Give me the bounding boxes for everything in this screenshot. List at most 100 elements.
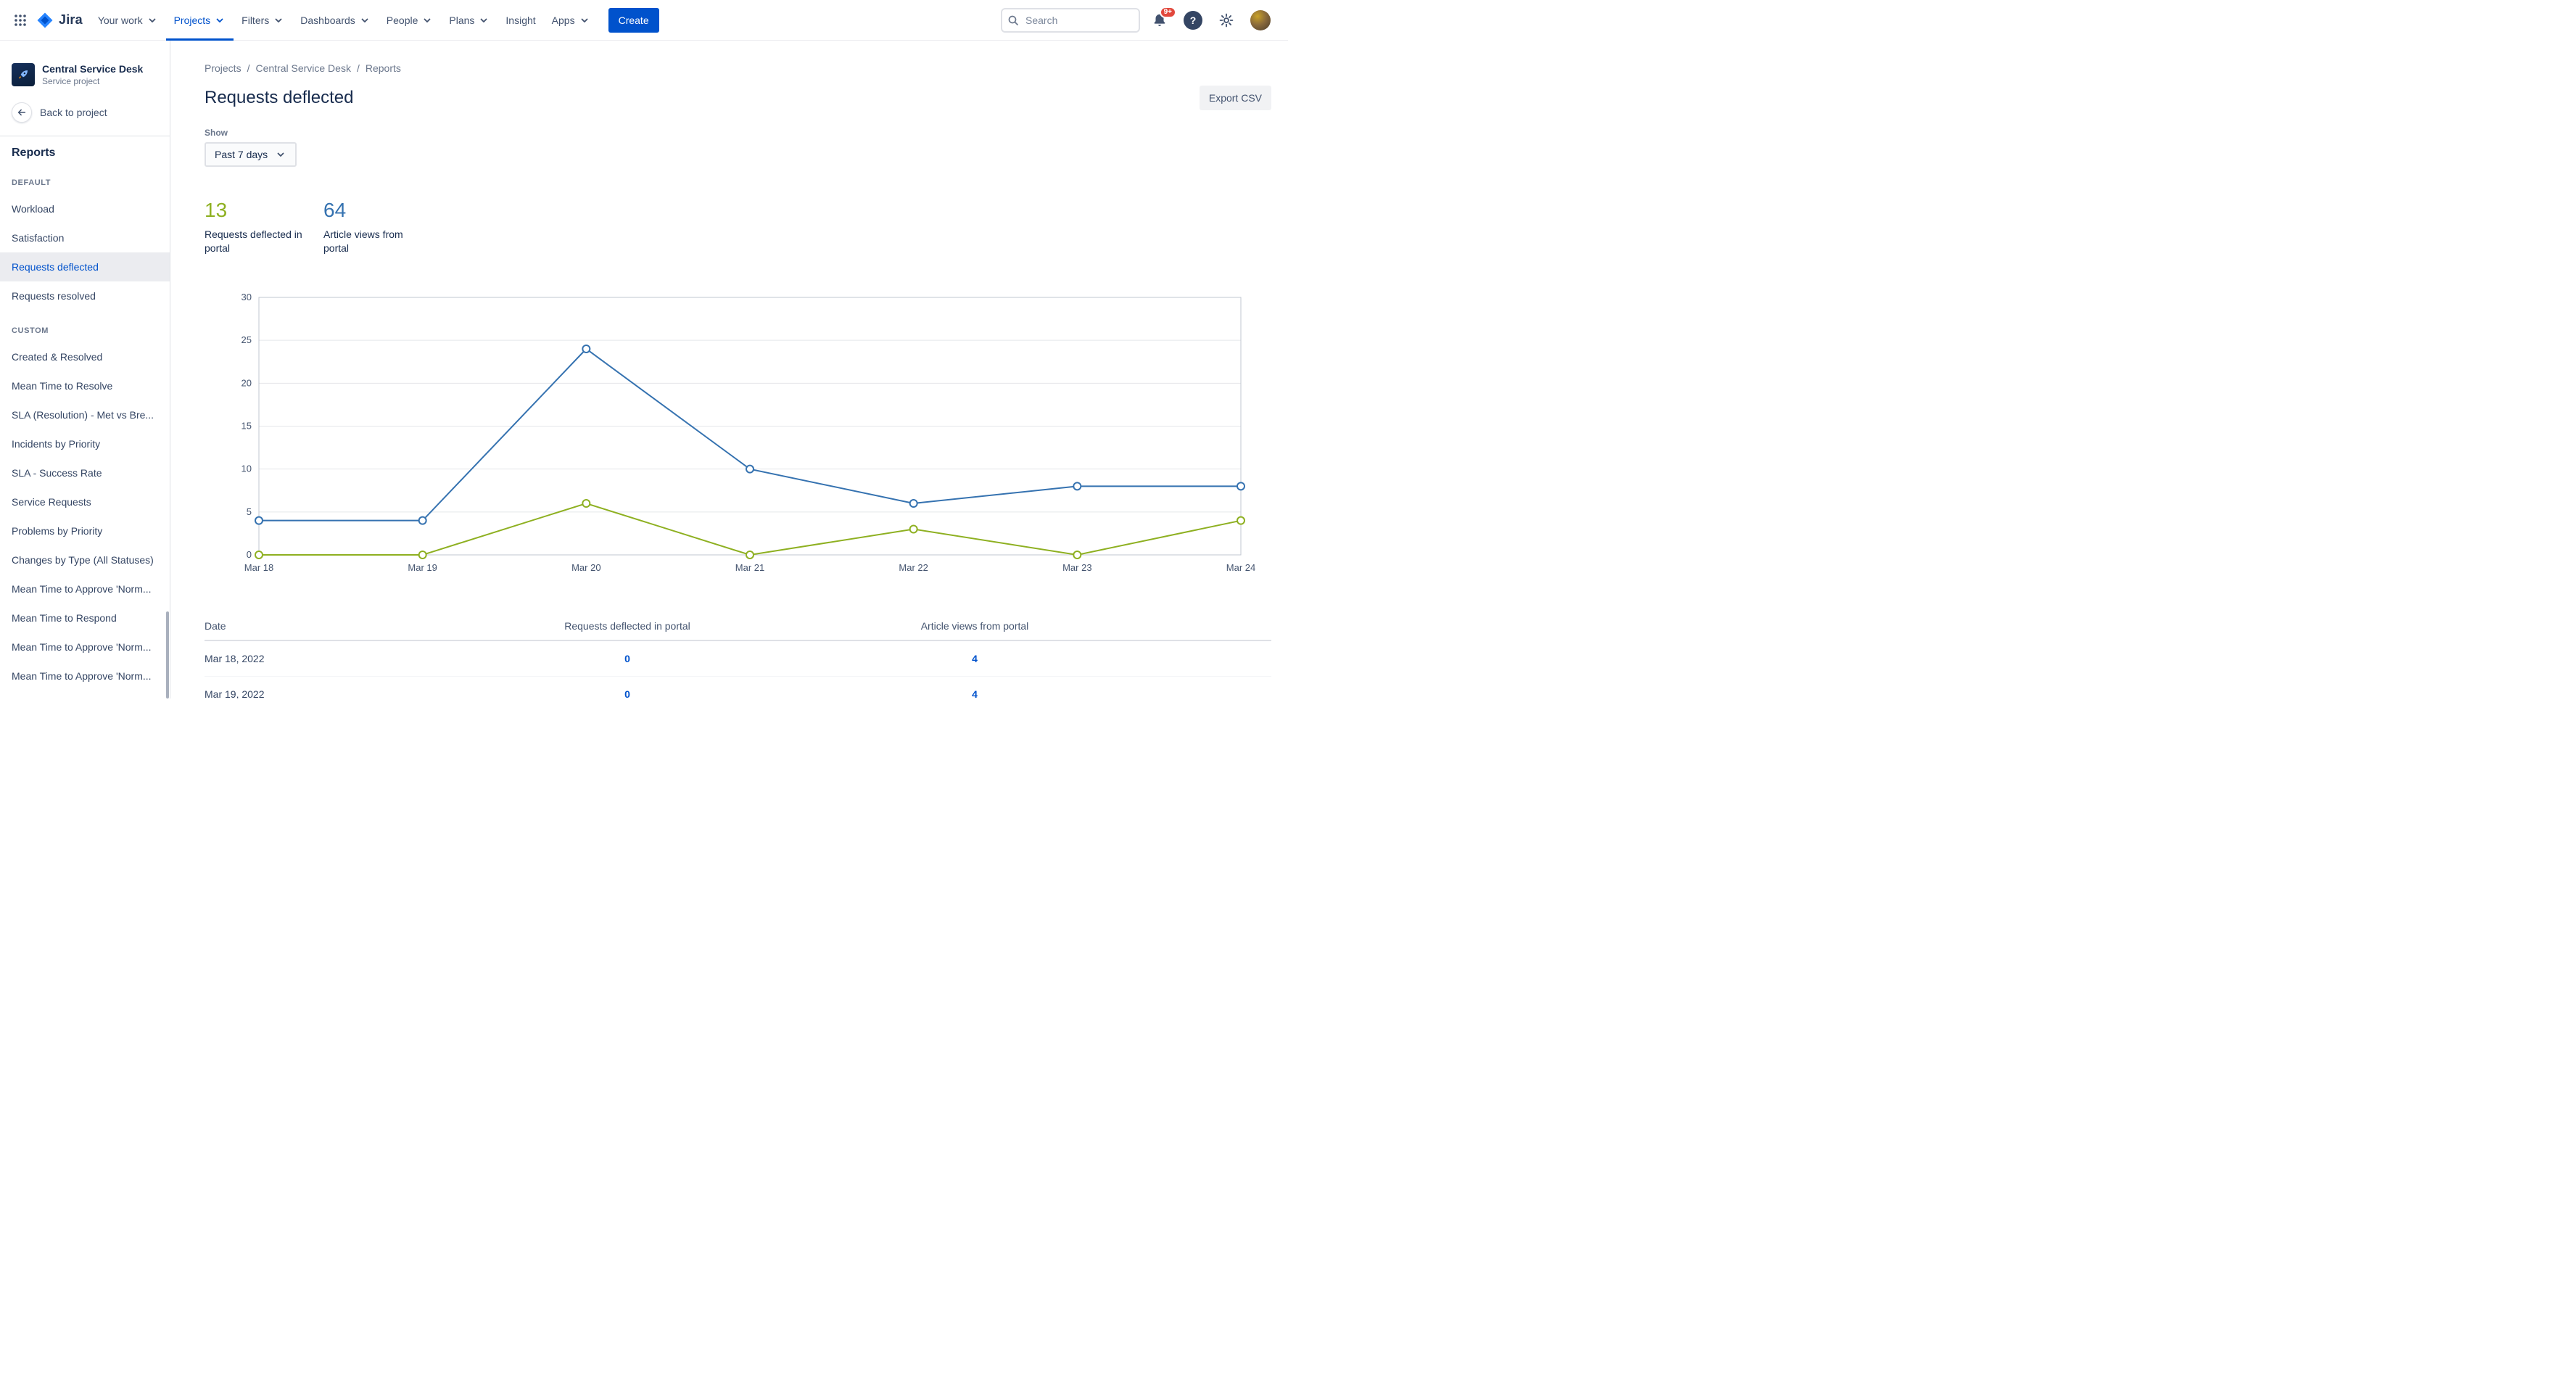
- nav-item-people[interactable]: People: [379, 0, 442, 41]
- notifications-button[interactable]: 9+: [1147, 6, 1176, 33]
- jira-logo[interactable]: Jira: [32, 12, 90, 29]
- sidebar-item-service-requests[interactable]: Service Requests: [12, 496, 91, 508]
- sidebar-item-mean-time-to-approve-norm[interactable]: Mean Time to Approve 'Norm...: [12, 670, 152, 682]
- chart-point-article-views-from-portal: [582, 345, 591, 353]
- chart-point-article-views-from-portal: [746, 464, 754, 474]
- chart-point-requests-deflected-in-portal: [255, 551, 263, 559]
- chevron-down-icon: [149, 18, 155, 22]
- table-cell-date: Mar 19, 2022: [205, 688, 265, 698]
- gear-icon: [1219, 13, 1234, 27]
- chevron-down-icon: [277, 152, 284, 157]
- chevron-down-icon: [216, 18, 223, 22]
- table-cell-value: 0: [454, 653, 801, 664]
- breadcrumb-link-reports[interactable]: Reports: [365, 62, 401, 74]
- sidebar-item-workload[interactable]: Workload: [12, 203, 54, 215]
- table-value-link[interactable]: 0: [624, 688, 630, 698]
- primary-nav: Your work Projects Filters Dashboards People…: [90, 0, 598, 41]
- sidebar-group-title-custom: CUSTOM: [12, 326, 49, 335]
- nav-item-projects[interactable]: Projects: [165, 0, 234, 41]
- title-row: Requests deflected Export CSV: [205, 86, 1271, 110]
- sidebar-item-created-resolved[interactable]: Created & Resolved: [12, 351, 103, 363]
- breadcrumb-separator: /: [247, 62, 250, 74]
- project-titles: Central Service Desk Service project: [42, 62, 143, 86]
- sidebar-item-requests-resolved[interactable]: Requests resolved: [12, 290, 96, 302]
- stat-value: 64: [323, 199, 347, 221]
- help-button[interactable]: ?: [1179, 7, 1207, 34]
- table-body: Mar 18, 2022 0 4 Mar 19, 2022 0 4: [205, 641, 1271, 698]
- column-header-article-views-from-portal[interactable]: Article views from portal: [920, 620, 1029, 632]
- chart-point-article-views-from-portal: [909, 499, 918, 508]
- table-row: Mar 19, 2022 0 4: [205, 677, 1271, 698]
- export-csv-button[interactable]: Export CSV: [1199, 86, 1271, 110]
- y-axis-tick-label: 30: [242, 292, 252, 302]
- stat-article-views-from-portal: 64 Article views from portal: [323, 199, 422, 255]
- sidebar-item-sla-resolution-met-vs-bre[interactable]: SLA (Resolution) - Met vs Bre...: [12, 409, 154, 421]
- settings-button[interactable]: [1214, 8, 1239, 33]
- sidebar-scrollbar[interactable]: [166, 611, 169, 698]
- chart-line-article-views-from-portal: [259, 347, 1241, 522]
- period-dropdown[interactable]: Past 7 days: [205, 142, 297, 167]
- table-value-link[interactable]: 4: [972, 653, 978, 664]
- stat-requests-deflected-in-portal: 13 Requests deflected in portal: [205, 199, 303, 255]
- topnav-right: 9+ ?: [1001, 6, 1275, 35]
- sidebar-item-requests-deflected[interactable]: Requests deflected: [0, 252, 170, 281]
- y-axis-tick-label: 25: [242, 334, 252, 345]
- stats-row: 13 Requests deflected in portal 64 Article …: [205, 199, 1271, 255]
- show-label: Show: [205, 128, 228, 138]
- column-header-date[interactable]: Date: [205, 620, 226, 632]
- chart-point-article-views-from-portal: [255, 516, 263, 525]
- back-to-project[interactable]: Back to project: [0, 96, 170, 128]
- x-axis-tick-label: Mar 23: [1062, 562, 1091, 573]
- sidebar-item-satisfaction[interactable]: Satisfaction: [12, 232, 65, 244]
- chart-point-article-views-from-portal: [1237, 482, 1245, 491]
- x-axis-tick-label: Mar 19: [408, 562, 437, 573]
- x-axis-tick-label: Mar 22: [899, 562, 928, 573]
- sidebar-item-mean-time-to-respond[interactable]: Mean Time to Respond: [12, 612, 117, 624]
- period-value: Past 7 days: [215, 149, 268, 160]
- sidebar-item-mean-time-to-approve-norm[interactable]: Mean Time to Approve 'Norm...: [12, 583, 152, 595]
- y-axis-tick-label: 10: [242, 463, 252, 474]
- nav-item-label: Filters: [242, 14, 270, 26]
- nav-item-filters[interactable]: Filters: [234, 0, 292, 41]
- chart-point-requests-deflected-in-portal: [746, 551, 754, 559]
- profile-button[interactable]: [1246, 6, 1275, 35]
- nav-item-label: Plans: [449, 14, 475, 26]
- search-input[interactable]: [1001, 7, 1140, 33]
- jira-logo-icon: [37, 12, 53, 28]
- chevron-down-icon: [581, 18, 587, 22]
- nav-item-label: Insight: [505, 14, 536, 26]
- sidebar-item-sla-success-rate[interactable]: SLA - Success Rate: [12, 467, 102, 479]
- stat-label: Requests deflected in portal: [205, 228, 302, 254]
- nav-item-plans[interactable]: Plans: [441, 0, 498, 41]
- jira-logo-text: Jira: [59, 12, 83, 27]
- breadcrumb-link-projects[interactable]: Projects: [205, 62, 242, 74]
- y-axis-tick-label: 15: [242, 421, 252, 432]
- project-type: Service project: [42, 76, 100, 86]
- x-axis-tick-label: Mar 18: [244, 562, 273, 573]
- table-value-link[interactable]: 0: [624, 653, 630, 664]
- breadcrumb-link-central-service-desk[interactable]: Central Service Desk: [255, 62, 351, 74]
- user-avatar: [1250, 9, 1271, 30]
- chevron-down-icon: [424, 18, 431, 22]
- sidebar-item-incidents-by-priority[interactable]: Incidents by Priority: [12, 438, 101, 450]
- sidebar-item-problems-by-priority[interactable]: Problems by Priority: [12, 525, 103, 537]
- x-axis-tick-label: Mar 24: [1226, 562, 1255, 573]
- project-avatar-rocket-icon: [12, 62, 35, 86]
- project-name: Central Service Desk: [42, 63, 144, 75]
- chart-point-requests-deflected-in-portal: [1073, 551, 1082, 559]
- nav-item-your-work[interactable]: Your work: [90, 0, 166, 41]
- project-header: Central Service Desk Service project: [0, 41, 170, 96]
- nav-item-apps[interactable]: Apps: [544, 0, 598, 41]
- nav-item-insight[interactable]: Insight: [498, 0, 543, 41]
- sidebar-item-mean-time-to-approve-norm[interactable]: Mean Time to Approve 'Norm...: [12, 641, 152, 653]
- table-header-row: Date Requests deflected in portal Article …: [205, 612, 1271, 641]
- breadcrumb: Projects / Central Service Desk / Reports: [205, 62, 1271, 74]
- table-value-link[interactable]: 4: [972, 688, 978, 698]
- sidebar-item-mean-time-to-resolve[interactable]: Mean Time to Resolve: [12, 380, 113, 392]
- app-switcher-button[interactable]: [9, 9, 32, 32]
- column-header-requests-deflected-in-portal[interactable]: Requests deflected in portal: [564, 620, 690, 632]
- chart-point-requests-deflected-in-portal: [909, 524, 918, 534]
- sidebar-item-changes-by-type-all-statuses[interactable]: Changes by Type (All Statuses): [12, 554, 154, 566]
- create-button[interactable]: Create: [608, 7, 659, 33]
- nav-item-dashboards[interactable]: Dashboards: [292, 0, 379, 41]
